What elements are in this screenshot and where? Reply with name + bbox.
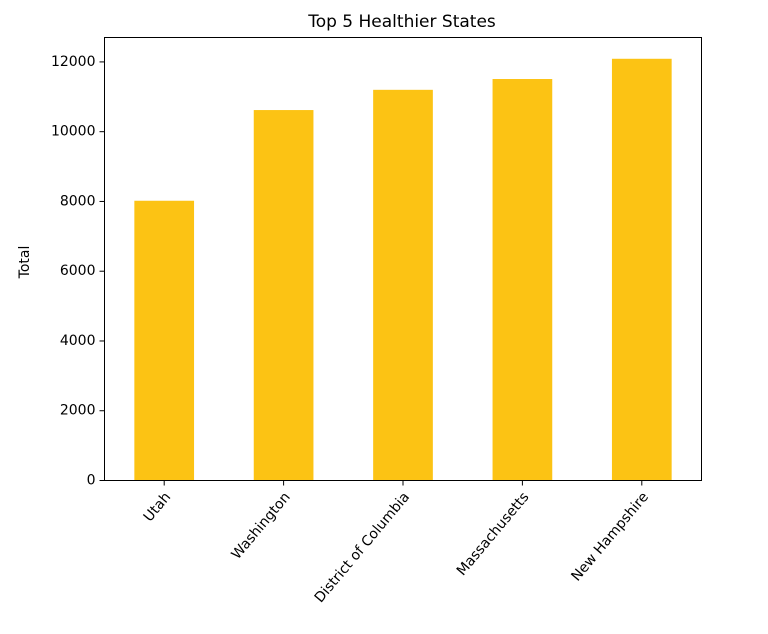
- bar-new-hampshire: [611, 58, 672, 481]
- bar-district-of-columbia: [373, 89, 433, 481]
- x-tick-label: Washington: [229, 489, 294, 562]
- bar-utah: [134, 200, 195, 481]
- bars-group: [134, 58, 672, 481]
- bar-washington: [253, 110, 314, 481]
- y-tick-label: 8000: [60, 193, 96, 209]
- y-tick-label: 12000: [51, 54, 96, 70]
- bar-massachusetts: [492, 79, 553, 481]
- x-tick-label: District of Columbia: [312, 489, 413, 606]
- y-axis-label: Total: [17, 246, 33, 280]
- x-tick-label: Massachusetts: [454, 489, 533, 579]
- plot-frame: [104, 37, 702, 481]
- x-tick-label: New Hampshire: [568, 489, 651, 584]
- y-tick-label: 4000: [60, 333, 96, 349]
- x-axis: Utah Washington District of Columbia Massac…: [141, 480, 652, 606]
- y-tick-label: 2000: [60, 403, 96, 419]
- y-tick-label: 10000: [51, 124, 96, 140]
- y-tick-label: 0: [87, 473, 96, 489]
- y-axis: 0 2000 4000 6000 8000 10000 12000: [51, 54, 105, 489]
- y-tick-label: 6000: [60, 263, 96, 279]
- x-tick-label: Utah: [141, 489, 175, 525]
- chart-title: Top 5 Healthier States: [307, 12, 496, 32]
